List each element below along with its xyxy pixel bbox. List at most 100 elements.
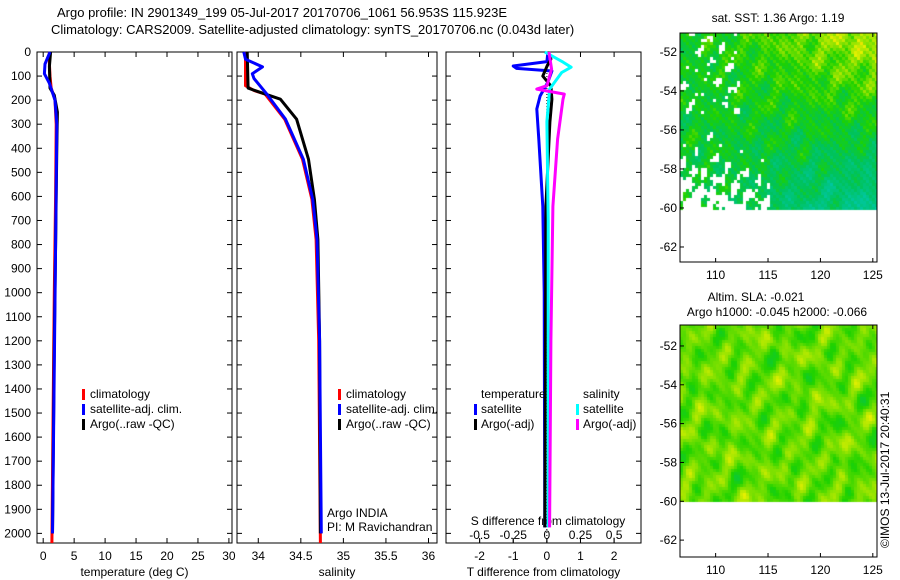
x-tick-label: 20 [160, 549, 174, 563]
series-line-climatology [244, 52, 322, 544]
y-tick-label: 600 [11, 189, 31, 203]
y-tick-label: 1800 [4, 478, 31, 492]
x-tick-label: 34.5 [289, 549, 313, 563]
x-tick-label: 2 [611, 549, 618, 563]
panel-frame-salinity-profile [236, 51, 438, 544]
panel-frame-difference-profile [445, 51, 642, 544]
y-tick-label: 1600 [4, 430, 31, 444]
series-line-satellite-adj-clim- [242, 51, 323, 534]
legend-swatch [82, 389, 85, 400]
legend-label: climatology [90, 387, 150, 401]
legend-label: satellite [583, 402, 624, 416]
legend-label: Argo(..raw -QC) [90, 417, 175, 431]
s-tick-label: 0 [544, 528, 551, 542]
x-tick-label: 0 [40, 549, 47, 563]
lon-tick-label: 110 [706, 268, 725, 282]
y-tick-label: 700 [11, 213, 31, 227]
y-tick-label: 300 [11, 117, 31, 131]
figure-title-line1: Argo profile: IN 2901349_199 05-Jul-2017… [57, 5, 508, 20]
x-axis-label: temperature (deg C) [80, 565, 188, 579]
lat-tick-label: -62 [660, 240, 678, 254]
s-tick-label: 0.25 [569, 528, 593, 542]
y-tick-label: 1900 [4, 502, 31, 516]
legend-label: climatology [346, 387, 406, 401]
legend-label: satellite [481, 402, 522, 416]
map-frame-sla-map [679, 324, 878, 558]
x-axis-label: salinity [319, 565, 356, 579]
x-axis-label: T difference from climatology [467, 565, 621, 579]
s-tick-label: 0.5 [606, 528, 623, 542]
x-tick-label: -2 [474, 549, 485, 563]
legend-swatch [338, 404, 341, 415]
y-tick-label: 1200 [4, 334, 31, 348]
legend-label: satellite-adj. clim. [346, 402, 438, 416]
lon-tick-label: 125 [863, 563, 883, 577]
legend-title: temperature [481, 387, 546, 401]
legend-swatch [82, 404, 85, 415]
s-tick-label: -0.5 [469, 528, 490, 542]
series-line-s-satellite [544, 50, 573, 528]
legend-swatch [576, 419, 579, 430]
y-tick-label: 900 [11, 262, 31, 276]
x-tick-label: 1 [577, 549, 584, 563]
lon-tick-label: 120 [810, 563, 830, 577]
panel-frame-temperature-profile [36, 51, 233, 544]
x-tick-label: 0 [544, 549, 551, 563]
imos-credit: ©IMOS 13-Jul-2017 20:40:31 [878, 391, 892, 548]
y-tick-label: 0 [24, 45, 31, 59]
lon-tick-label: 115 [758, 268, 777, 282]
x-tick-label: 35.5 [374, 549, 398, 563]
lat-tick-label: -60 [660, 494, 678, 508]
legend-swatch [576, 404, 579, 415]
y-tick-label: 500 [11, 165, 31, 179]
x-tick-label: 36 [422, 549, 436, 563]
x-tick-label: 10 [98, 549, 112, 563]
lat-tick-label: -52 [660, 339, 678, 353]
x-tick-label: 34 [252, 549, 266, 563]
series-line-argo [245, 51, 322, 534]
pi-annotation: PI: M Ravichandran [327, 520, 432, 534]
legend-label: Argo(..raw -QC) [346, 417, 431, 431]
lon-tick-label: 110 [706, 563, 725, 577]
legend-swatch [82, 419, 85, 430]
sst-map-title: sat. SST: 1.36 Argo: 1.19 [712, 11, 845, 25]
series-line-satellite-adj-clim- [42, 51, 59, 534]
legend-swatch [338, 389, 341, 400]
s-tick-label: -0.25 [500, 528, 528, 542]
legend-label: Argo(-adj) [583, 417, 636, 431]
sla-map-subtitle: Argo h1000: -0.045 h2000: -0.066 [687, 305, 867, 319]
lat-tick-label: -58 [660, 455, 678, 469]
lon-tick-label: 125 [863, 268, 883, 282]
y-tick-label: 1000 [4, 286, 31, 300]
map-frame-sst-map [679, 32, 878, 263]
legend-label: satellite-adj. clim. [90, 402, 182, 416]
legend-swatch [338, 419, 341, 430]
y-tick-label: 1100 [5, 310, 31, 324]
y-tick-label: 100 [11, 69, 31, 83]
y-tick-label: 800 [11, 238, 31, 252]
lon-tick-label: 120 [810, 268, 830, 282]
x-tick-label: -1 [508, 549, 519, 563]
figure-title-line2: Climatology: CARS2009. Satellite-adjuste… [51, 22, 575, 37]
x-tick-label: 25 [191, 549, 205, 563]
lat-tick-label: -56 [660, 123, 678, 137]
y-tick-label: 1700 [4, 454, 31, 468]
x-tick-label: 15 [129, 549, 143, 563]
lat-tick-label: -54 [660, 84, 678, 98]
x-tick-label: 5 [71, 549, 78, 563]
y-tick-label: 1300 [4, 358, 31, 372]
lat-tick-label: -62 [660, 533, 678, 547]
y-tick-label: 1400 [4, 382, 31, 396]
lon-tick-label: 115 [758, 563, 777, 577]
y-tick-label: 2000 [4, 526, 31, 540]
legend-swatch [474, 419, 477, 430]
lat-tick-label: -60 [660, 201, 678, 215]
float-annotation: Argo INDIA [327, 506, 388, 520]
legend-label: Argo(-adj) [481, 417, 534, 431]
sst-heatmap [680, 33, 877, 262]
lat-tick-label: -56 [660, 417, 678, 431]
legend-swatch [474, 404, 477, 415]
sla-heatmap [680, 325, 877, 557]
